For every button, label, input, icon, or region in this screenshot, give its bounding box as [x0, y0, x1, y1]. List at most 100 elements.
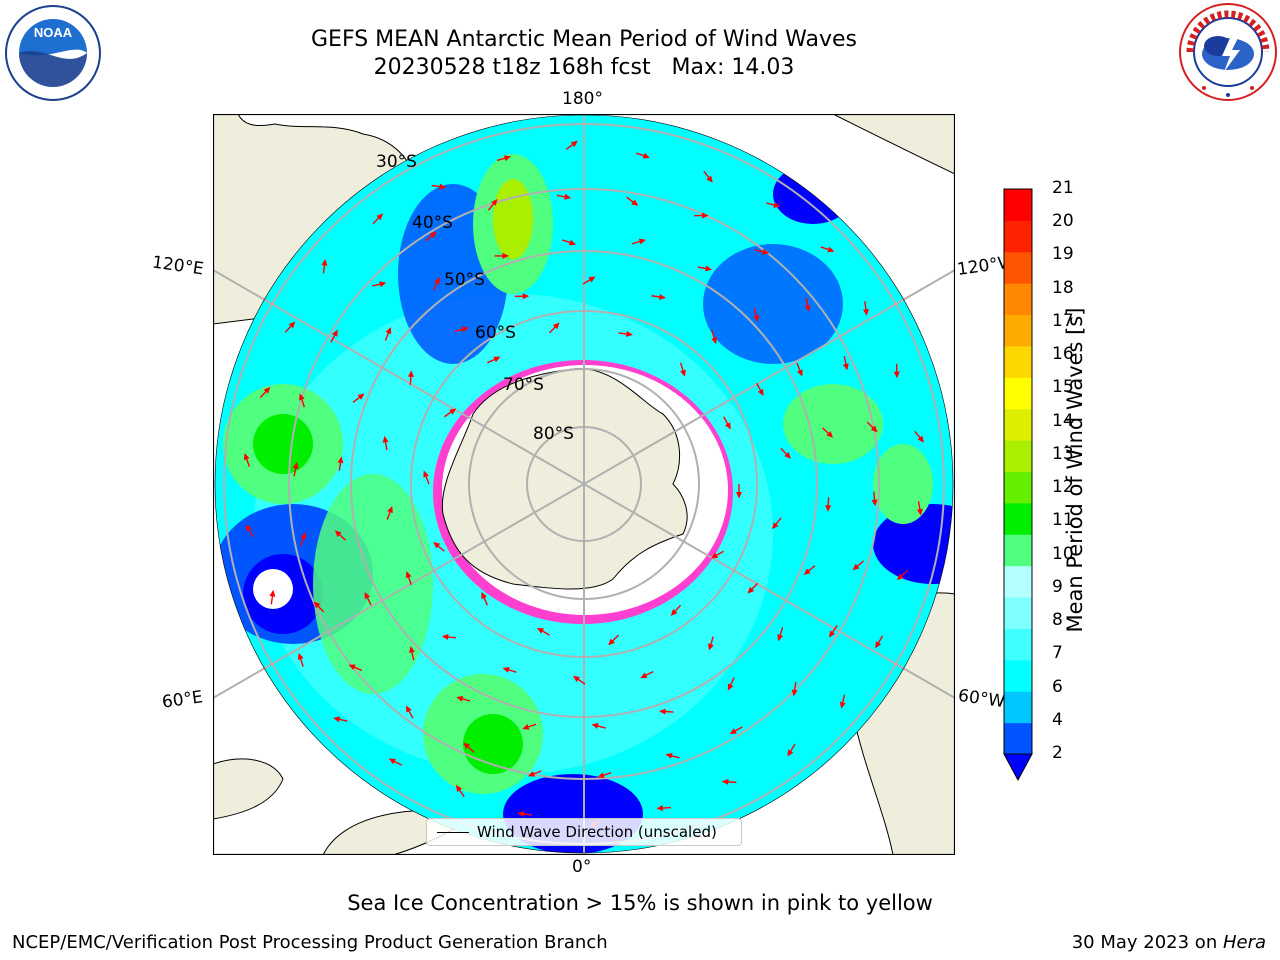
lon-label-60w: 60°W: [956, 685, 1007, 713]
polar-map: [212, 113, 956, 859]
colorbar-tick-label: 4: [1052, 709, 1063, 730]
wave-direction-arrowhead: [429, 231, 437, 239]
lat-label-60s: 60°S: [475, 323, 516, 343]
colorbar-tick-label: 6: [1052, 676, 1063, 697]
wave-direction-arrowhead: [659, 708, 666, 715]
sea-ice-note: Sea Ice Concentration > 15% is shown in …: [347, 891, 933, 915]
wave-direction-arrowhead: [382, 435, 389, 443]
lon-label-0: 0°: [572, 857, 592, 877]
wave-direction-arrowhead: [747, 586, 755, 594]
wave-direction-arrowhead: [357, 393, 365, 400]
wave-direction-arrowhead: [441, 633, 449, 640]
wave-direction-arrowhead: [797, 369, 803, 377]
colorbar-tick-label: 17: [1052, 310, 1074, 331]
wave-direction-arrowhead: [456, 695, 464, 702]
wave-direction-arrowhead: [597, 772, 605, 779]
colorbar-swatch: [1004, 251, 1032, 284]
colorbar-tick-label: 15: [1052, 377, 1074, 398]
wave-direction-arrowhead: [701, 212, 709, 219]
wave-direction-arrowhead: [245, 524, 252, 532]
lat-label-40s: 40°S: [412, 213, 453, 233]
lon-label-120e: 120°E: [150, 252, 205, 280]
wave-direction-arrowhead: [572, 675, 580, 683]
colorbar-frame: [1003, 188, 1033, 755]
wave-direction-arrowhead: [762, 248, 770, 255]
wave-direction-arrowhead: [626, 330, 633, 337]
colorbar-tick-label: 11: [1052, 510, 1074, 531]
graticule: [213, 114, 955, 855]
wave-direction-arrowhead: [407, 370, 414, 378]
colorbar-swatch: [1004, 691, 1032, 724]
wave-direction-arrowhead: [439, 183, 447, 190]
colorbar-swatch: [1004, 345, 1032, 378]
noaa-logo-text: NOAA: [34, 25, 73, 40]
wave-direction-arrowhead: [379, 281, 387, 288]
wave-direction-arrowhead: [449, 408, 457, 415]
colorbar-swatch: [1004, 471, 1032, 504]
wave-direction-arrowhead: [502, 252, 509, 259]
wave-direction-arrowhead: [893, 371, 900, 379]
nws-logo: [1178, 2, 1278, 106]
wave-direction-arrowhead: [364, 592, 371, 600]
wave-direction-arrowhead: [502, 667, 510, 673]
wave-direction-arrowhead: [827, 246, 835, 253]
lat-label-80s: 80°S: [533, 424, 574, 444]
wave-direction-arrowhead: [522, 293, 530, 300]
wave-direction-arrowhead: [463, 742, 471, 750]
wave-direction-arrowhead: [243, 453, 250, 461]
wave-direction-arrowhead: [300, 532, 307, 540]
wave-direction-arrowhead: [455, 784, 463, 792]
wave-direction-arrowhead: [348, 664, 356, 671]
footer-machine: Hera: [1222, 932, 1266, 953]
wave-direction-arrowhead: [773, 202, 781, 208]
wave-direction-arrowhead: [862, 308, 869, 316]
wind-wave-arrows: [243, 140, 925, 828]
colorbar-swatch: [1004, 597, 1032, 629]
wave-direction-arrowhead: [772, 522, 779, 530]
wave-direction-arrowhead: [517, 811, 525, 817]
wave-direction-arrowhead: [729, 728, 737, 735]
wave-direction-arrowhead: [727, 683, 734, 691]
wave-direction-arrowhead: [491, 198, 498, 206]
colorbar-swatch: [1004, 220, 1032, 253]
colorbar-tick-label: 13: [1052, 443, 1074, 464]
wave-direction-arrowhead: [736, 492, 742, 499]
colorbar-tick-label: 7: [1052, 643, 1063, 664]
colorbar-swatch: [1004, 377, 1032, 410]
footer-date: 30 May 2023 on Hera: [1072, 932, 1266, 953]
wave-direction-arrowhead: [588, 276, 596, 283]
colorbar-swatch: [1004, 283, 1032, 316]
wave-direction-arrowhead: [387, 506, 393, 514]
wave-direction-arrowhead: [591, 723, 599, 729]
colorbar-tick-label: 8: [1052, 610, 1063, 631]
wave-direction-arrowhead: [288, 321, 296, 329]
wave-direction-arrowhead: [434, 277, 440, 285]
wave-direction-arrowhead: [791, 689, 798, 697]
colorbar-swatch: [1004, 440, 1032, 472]
wave-direction-arrowhead: [870, 425, 878, 433]
colorbar-swatch: [1004, 565, 1032, 598]
wave-direction-arrowhead: [536, 627, 545, 634]
footer-credit: NCEP/EMC/Verification Post Processing Pr…: [12, 932, 608, 953]
wave-direction-arrowhead: [376, 213, 383, 221]
wave-direction-arrowhead: [708, 643, 714, 651]
wave-direction-arrowhead: [334, 530, 342, 537]
colorbar-tick-label: 16: [1052, 344, 1074, 365]
wave-direction-arrowhead: [503, 155, 511, 162]
wave-direction-arrowhead: [875, 641, 882, 649]
wave-direction-arrowhead: [461, 326, 469, 333]
wave-direction-arrowhead: [803, 568, 811, 575]
wave-direction-arrowhead: [656, 805, 664, 812]
footer-date-text: 30 May 2023 on: [1071, 932, 1223, 953]
wave-direction-arrowhead: [777, 634, 784, 642]
wave-direction-arrowhead: [405, 705, 412, 713]
wave-direction-arrowhead: [826, 431, 834, 438]
wave-direction-arrowhead: [825, 505, 832, 512]
wave-direction-arrowhead: [896, 573, 904, 581]
wave-direction-arrowhead: [787, 749, 794, 757]
colorbar-tick-label: 12: [1052, 477, 1074, 498]
colorbar-swatch: [1004, 314, 1032, 347]
colorbar: [1000, 186, 1036, 790]
wave-direction-arrowhead: [642, 152, 650, 159]
wave-direction-arrowhead: [423, 470, 429, 478]
